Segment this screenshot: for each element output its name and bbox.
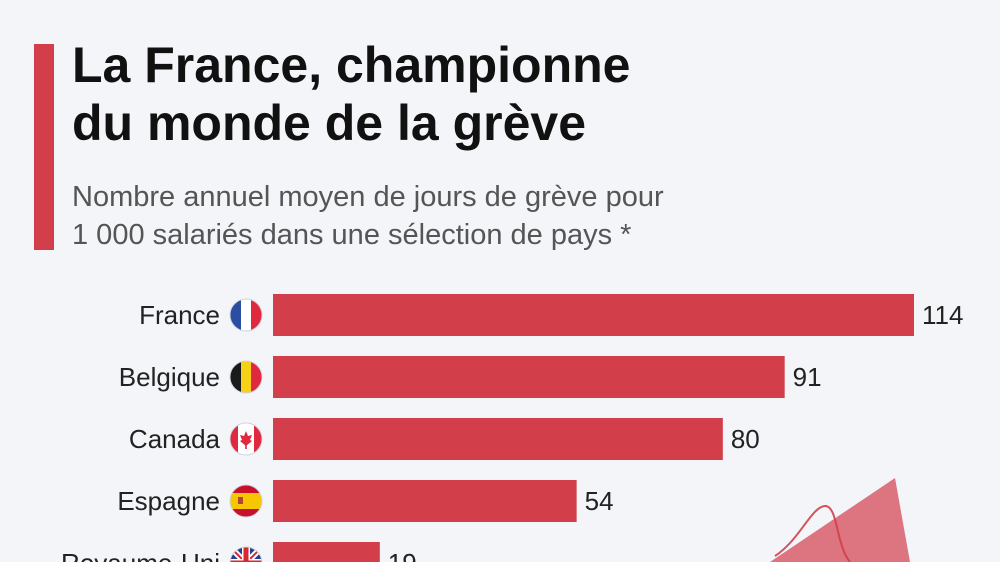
chart-subtitle-line-2: 1 000 salariés dans une sélection de pay… bbox=[72, 219, 632, 251]
chart-title-line-1: La France, championne bbox=[72, 37, 631, 93]
category-label: Canada bbox=[129, 424, 221, 454]
bar-france bbox=[273, 294, 914, 336]
bar-espagne bbox=[273, 480, 577, 522]
chart-subtitle: Nombre annuel moyen de jours de grève po… bbox=[72, 178, 972, 254]
decorative-illustration bbox=[770, 478, 910, 562]
flag-canada-icon bbox=[229, 422, 263, 456]
bar-group: France 114 Belgique 91 Canada 80 Espagne 54 Roya… bbox=[61, 294, 963, 562]
flag-uk-icon bbox=[229, 546, 263, 562]
flag-belgium-icon bbox=[229, 360, 263, 394]
category-label: Belgique bbox=[119, 362, 220, 392]
chart-subtitle-line-1: Nombre annuel moyen de jours de grève po… bbox=[72, 181, 664, 213]
title-accent-bar bbox=[34, 44, 54, 250]
category-label: Royaume-Uni bbox=[61, 548, 220, 562]
bar-royaume-uni bbox=[273, 542, 380, 562]
value-label: 19 bbox=[388, 548, 417, 562]
bar-belgique bbox=[273, 356, 785, 398]
category-label: France bbox=[139, 300, 220, 330]
bar-canada bbox=[273, 418, 723, 460]
chart-title: La France, championne du monde de la grè… bbox=[72, 36, 972, 152]
value-label: 114 bbox=[922, 300, 963, 330]
flag-spain-icon bbox=[229, 484, 263, 518]
value-label: 91 bbox=[793, 362, 822, 392]
chart-title-line-2: du monde de la grève bbox=[72, 95, 587, 151]
category-label: Espagne bbox=[117, 486, 220, 516]
value-label: 80 bbox=[731, 424, 760, 454]
value-label: 54 bbox=[585, 486, 614, 516]
flag-france-icon bbox=[229, 298, 263, 332]
